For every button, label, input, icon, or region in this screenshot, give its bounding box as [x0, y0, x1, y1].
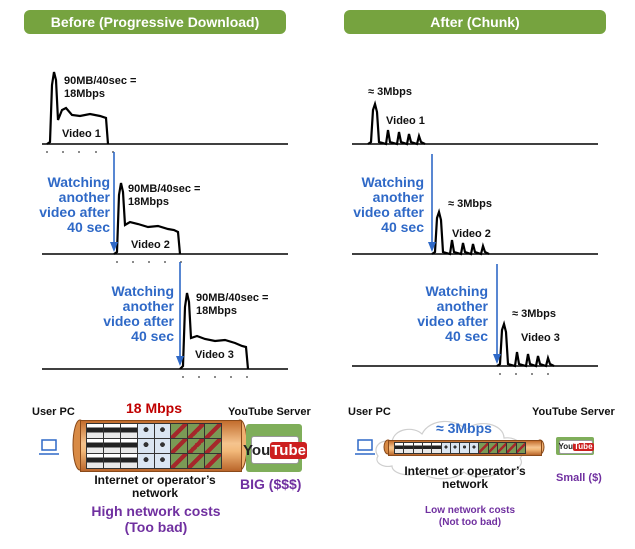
- after-cost-label: Low network costs (Not too bad): [424, 505, 515, 528]
- before-curve-2: [113, 182, 182, 255]
- after-size-label: Small ($): [556, 472, 602, 484]
- after-video-1: Video 1: [386, 115, 425, 127]
- after-speed-label: ≈ 3Mbps: [436, 420, 492, 436]
- before-pc-icon: [39, 439, 59, 455]
- before-arrow-2-head: [176, 356, 184, 366]
- after-watching-1: Watching another video after 40 sec: [353, 174, 424, 235]
- after-rate-1: ≈ 3Mbps: [368, 86, 412, 98]
- after-user-pc-label: User PC: [348, 406, 391, 418]
- before-server-label: YouTube Server: [228, 406, 311, 418]
- before-rate-1: 90MB/40sec = 18Mbps: [64, 75, 137, 100]
- after-network-label: Internet or operator’s network: [404, 464, 526, 491]
- before-logo-you: You: [243, 441, 271, 459]
- after-curve-1: [367, 100, 426, 146]
- after-header: After (Chunk): [344, 10, 606, 34]
- after-logo-you: You: [558, 442, 573, 451]
- before-video-2: Video 2: [131, 239, 170, 251]
- after-watching-2: Watching another video after 40 sec: [417, 283, 488, 344]
- before-network-label: Internet or operator’s network: [94, 473, 216, 500]
- after-arrow-2-head: [493, 354, 501, 364]
- before-video-chunks: [86, 423, 222, 469]
- after-server-label: YouTube Server: [532, 406, 615, 418]
- before-watching-2: Watching another video after 40 sec: [103, 283, 174, 344]
- before-youtube-logo: You Tube: [243, 424, 307, 472]
- before-user-pc-label: User PC: [32, 406, 75, 418]
- after-rate-3: ≈ 3Mbps: [512, 308, 556, 320]
- before-arrow-1-head: [110, 242, 118, 252]
- before-tick-dots-3: [182, 376, 248, 378]
- before-video-1: Video 1: [62, 128, 101, 140]
- before-watching-1: Watching another video after 40 sec: [39, 174, 110, 235]
- after-video-2: Video 2: [452, 228, 491, 240]
- before-rate-3: 90MB/40sec = 18Mbps: [196, 292, 269, 317]
- before-video-3: Video 3: [195, 349, 234, 361]
- before-curve-1: [46, 71, 110, 145]
- before-tick-dots-2: [116, 261, 182, 263]
- before-rate-2: 90MB/40sec = 18Mbps: [128, 183, 201, 208]
- before-logo-tube: Tube: [270, 441, 307, 459]
- before-header: Before (Progressive Download): [24, 10, 286, 34]
- after-rate-2: ≈ 3Mbps: [448, 198, 492, 210]
- before-tick-dots-1: [46, 151, 114, 153]
- after-curve-3: [496, 320, 555, 368]
- before-size-label: BIG ($$$): [240, 476, 302, 492]
- after-video-chunks: [394, 442, 526, 454]
- after-arrow-1-head: [428, 242, 436, 252]
- before-header-text: Before (Progressive Download): [50, 14, 260, 30]
- after-curve-2: [431, 208, 490, 256]
- after-tick-dots-3: [499, 373, 549, 375]
- before-speed-label: 18 Mbps: [126, 400, 183, 416]
- before-curve-3: [179, 292, 250, 370]
- after-youtube-logo: You Tube: [556, 437, 594, 455]
- after-header-text: After (Chunk): [430, 14, 520, 30]
- after-pc-icon: [355, 439, 375, 455]
- after-video-3: Video 3: [521, 332, 560, 344]
- before-cost-label: High network costs (Too bad): [91, 503, 221, 535]
- after-logo-tube: Tube: [573, 442, 594, 451]
